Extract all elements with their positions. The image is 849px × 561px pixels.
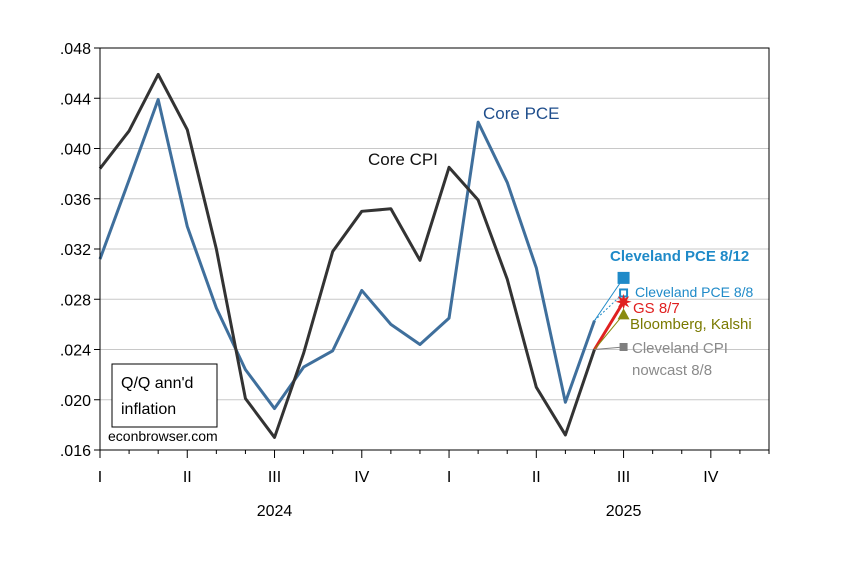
x-quarter-label: I xyxy=(447,469,451,486)
series-line-core-pce xyxy=(98,98,596,411)
nowcast-point-bloomberg-kalshi xyxy=(617,308,630,320)
nowcast-point-cleveland-cpi-nowcast-8-8 xyxy=(619,342,628,351)
nowcast-point-cleveland-pce-8-12 xyxy=(617,271,630,284)
nowcast-connector-bloomberg-kalshi xyxy=(594,314,624,350)
nowcast-label-bloomberg-kalshi: Bloomberg, Kalshi xyxy=(630,316,752,333)
y-tick-label: .036 xyxy=(60,192,91,209)
y-tick-label: .020 xyxy=(60,393,91,410)
nowcast-connector-cleveland-pce-8-12 xyxy=(594,277,624,321)
x-quarter-label: I xyxy=(98,469,102,486)
nowcast-point-gs-8-7 xyxy=(615,293,632,310)
nowcast-label-gs-87: GS 8/7 xyxy=(633,300,680,317)
legend-box-line-2: inflation xyxy=(121,401,176,418)
core-pce-label: Core PCE xyxy=(483,104,560,123)
nowcast-connector-cleveland-cpi-nowcast-8-8 xyxy=(594,346,624,350)
source-label: econbrowser.com xyxy=(108,428,218,444)
x-quarter-label: IV xyxy=(703,469,718,486)
nowcast-label-cleveland-pce-88: Cleveland PCE 8/8 xyxy=(635,284,754,300)
series-lines xyxy=(98,72,596,439)
legend-box xyxy=(111,363,218,428)
x-year-label: 2024 xyxy=(257,503,293,520)
nowcast-connector-cleveland-pce-8-8 xyxy=(594,292,624,321)
y-tick-label: .044 xyxy=(60,91,91,108)
x-quarter-label: II xyxy=(532,469,541,486)
y-tick-label: .032 xyxy=(60,242,91,259)
nowcast-label-cleveland-cpi-line-2: nowcast 8/8 xyxy=(632,362,712,379)
nowcast-markers xyxy=(593,271,632,351)
y-tick-label: .024 xyxy=(60,343,91,360)
y-tick-label: .048 xyxy=(60,41,91,58)
x-year-label: 2025 xyxy=(606,503,642,520)
y-tick-label: .028 xyxy=(60,292,91,309)
nowcast-label-cleveland-cpi-line-1: Cleveland CPI xyxy=(632,340,728,357)
x-quarter-label: II xyxy=(183,469,192,486)
x-quarter-label: IV xyxy=(354,469,369,486)
y-tick-label: .040 xyxy=(60,142,91,159)
gridlines xyxy=(100,97,769,401)
nowcast-label-cleveland-pce-812: Cleveland PCE 8/12 xyxy=(610,248,749,265)
x-quarter-label: III xyxy=(617,469,630,486)
nowcast-connector-gs-8-7 xyxy=(593,300,625,351)
y-tick-label: .016 xyxy=(60,443,91,460)
core-cpi-label: Core CPI xyxy=(368,150,438,169)
x-quarter-label: III xyxy=(268,469,281,486)
legend-box-line-1: Q/Q ann'd xyxy=(121,375,193,392)
series-line-core-cpi xyxy=(98,72,596,439)
